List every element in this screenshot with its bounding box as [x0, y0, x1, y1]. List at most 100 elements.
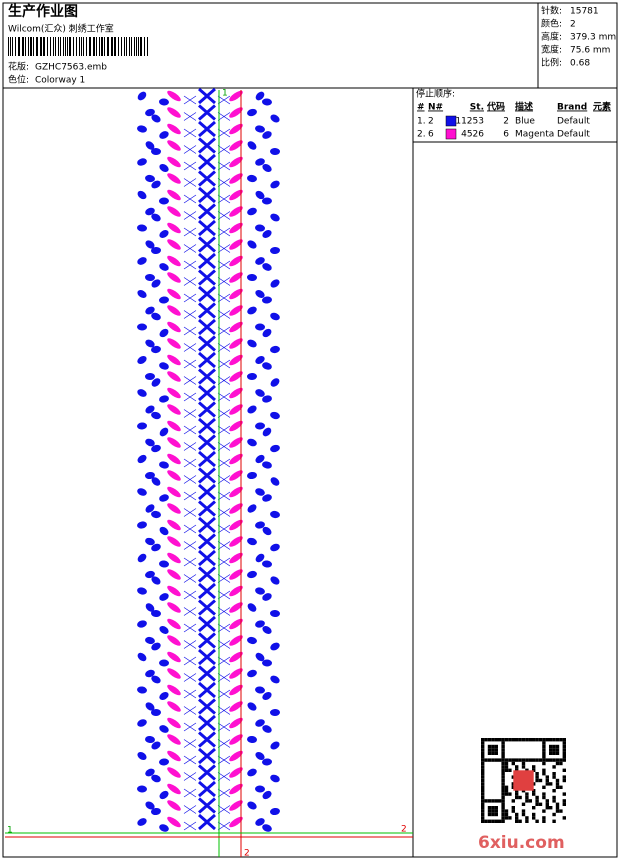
qr-cell [481, 792, 485, 796]
stitch [151, 708, 161, 717]
qr-cell [481, 819, 485, 823]
stitch [159, 494, 169, 502]
stitch [137, 454, 147, 464]
stitch [198, 252, 216, 270]
stitch [159, 296, 169, 304]
stat-value: 75.6 mm [570, 46, 610, 56]
qr-cell [501, 761, 505, 766]
qr-cell [542, 816, 546, 820]
stitch [198, 549, 216, 567]
qr-cell [501, 741, 505, 745]
stitch [145, 735, 155, 744]
qr-cell [542, 792, 546, 796]
qr-cell [562, 748, 566, 752]
stitch [198, 516, 216, 534]
qr-cell [481, 738, 485, 742]
qr-cell [562, 802, 566, 806]
qr-cell [494, 758, 498, 762]
stitch [198, 236, 216, 253]
stitch [137, 257, 147, 265]
stitch [262, 427, 272, 437]
bar [131, 37, 132, 56]
qr-cell [501, 792, 505, 796]
stitch [145, 702, 155, 711]
qr-cell [491, 751, 495, 755]
qr-cell [542, 741, 546, 745]
stitch [255, 652, 265, 662]
stitch [151, 642, 161, 651]
qr-cell [525, 799, 529, 803]
stitch [145, 273, 155, 282]
stitch [159, 395, 169, 403]
qr-cell [504, 789, 509, 793]
stitch [270, 147, 280, 156]
qr-cell [481, 809, 485, 813]
stitch [198, 219, 216, 237]
stitch [270, 609, 280, 618]
stitch [151, 543, 161, 552]
stitch [167, 371, 181, 382]
stitch [137, 422, 147, 430]
qr-cell [559, 785, 563, 789]
bar [104, 37, 105, 56]
lattice [183, 128, 231, 138]
qr-cell [481, 758, 485, 762]
stitch [198, 566, 216, 583]
stitch [247, 537, 257, 546]
stitch [262, 296, 272, 304]
title: 生产作业图 [8, 3, 78, 20]
stitch [270, 312, 280, 321]
stitch [262, 526, 272, 536]
qr-cell [501, 819, 505, 823]
stitch [145, 603, 155, 612]
stitch [145, 471, 155, 480]
qr-cell [481, 768, 485, 772]
bar [86, 37, 87, 56]
stat-value: 2 [570, 20, 576, 30]
stitch [255, 257, 265, 265]
qr-cell [515, 765, 519, 769]
qr-cell [501, 812, 505, 817]
qr-cell [555, 761, 560, 766]
qr-cell [552, 738, 556, 742]
stitch [262, 494, 272, 502]
qr-cell [518, 738, 522, 742]
stitch [167, 585, 181, 597]
stitch [247, 603, 257, 612]
stitch [270, 543, 280, 552]
column-header: 代码 [486, 101, 505, 113]
qr-cell [481, 748, 485, 752]
qr-cell [515, 795, 519, 800]
stats: 针数: 15781 颜色: 2 高度: 379.3 mm 宽度: 75.6 mm 比例: 0.68 [541, 5, 616, 69]
stitch [159, 790, 169, 800]
qr-cell [481, 812, 485, 817]
bar [36, 37, 38, 56]
stitch [167, 701, 181, 712]
stitch [145, 141, 155, 150]
stitch [262, 263, 272, 271]
stitch [229, 701, 243, 712]
cell: 1. [417, 117, 426, 127]
stitch [167, 123, 181, 135]
qr-cell [532, 792, 536, 796]
stitch [167, 107, 181, 118]
stitch [167, 503, 181, 514]
qr-cell [521, 738, 526, 742]
qr-cell [498, 758, 502, 762]
stitch [137, 652, 147, 662]
stitch [198, 665, 216, 682]
qr-cell [481, 782, 485, 786]
stitch [262, 560, 272, 568]
stitch [229, 734, 243, 745]
stitch [137, 521, 147, 529]
lattice [183, 755, 231, 765]
stitch [167, 800, 181, 811]
stitch [262, 790, 272, 800]
bar [101, 37, 103, 56]
stitch [198, 698, 216, 715]
qr-cell [494, 799, 498, 803]
qr-cell [491, 738, 495, 742]
qr-cell [487, 748, 492, 752]
lattice [183, 508, 231, 517]
qr-cell [491, 819, 495, 823]
